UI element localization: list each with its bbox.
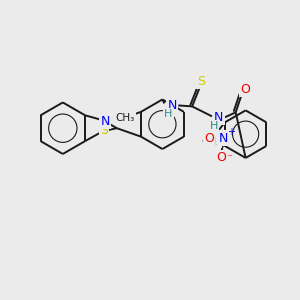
Text: N: N (214, 111, 224, 124)
Text: H: H (164, 109, 172, 119)
Text: O: O (204, 132, 214, 145)
Text: CH₃: CH₃ (202, 137, 221, 147)
Text: +: + (227, 127, 235, 137)
Text: O: O (216, 152, 226, 164)
Text: N: N (218, 132, 228, 145)
Text: O: O (241, 83, 250, 96)
Text: S: S (197, 75, 205, 88)
Text: N: N (168, 99, 177, 112)
Text: S: S (100, 124, 108, 137)
Text: H: H (210, 121, 218, 131)
Text: CH₃: CH₃ (116, 113, 135, 123)
Text: ⁻: ⁻ (226, 153, 232, 163)
Text: N: N (100, 115, 110, 128)
